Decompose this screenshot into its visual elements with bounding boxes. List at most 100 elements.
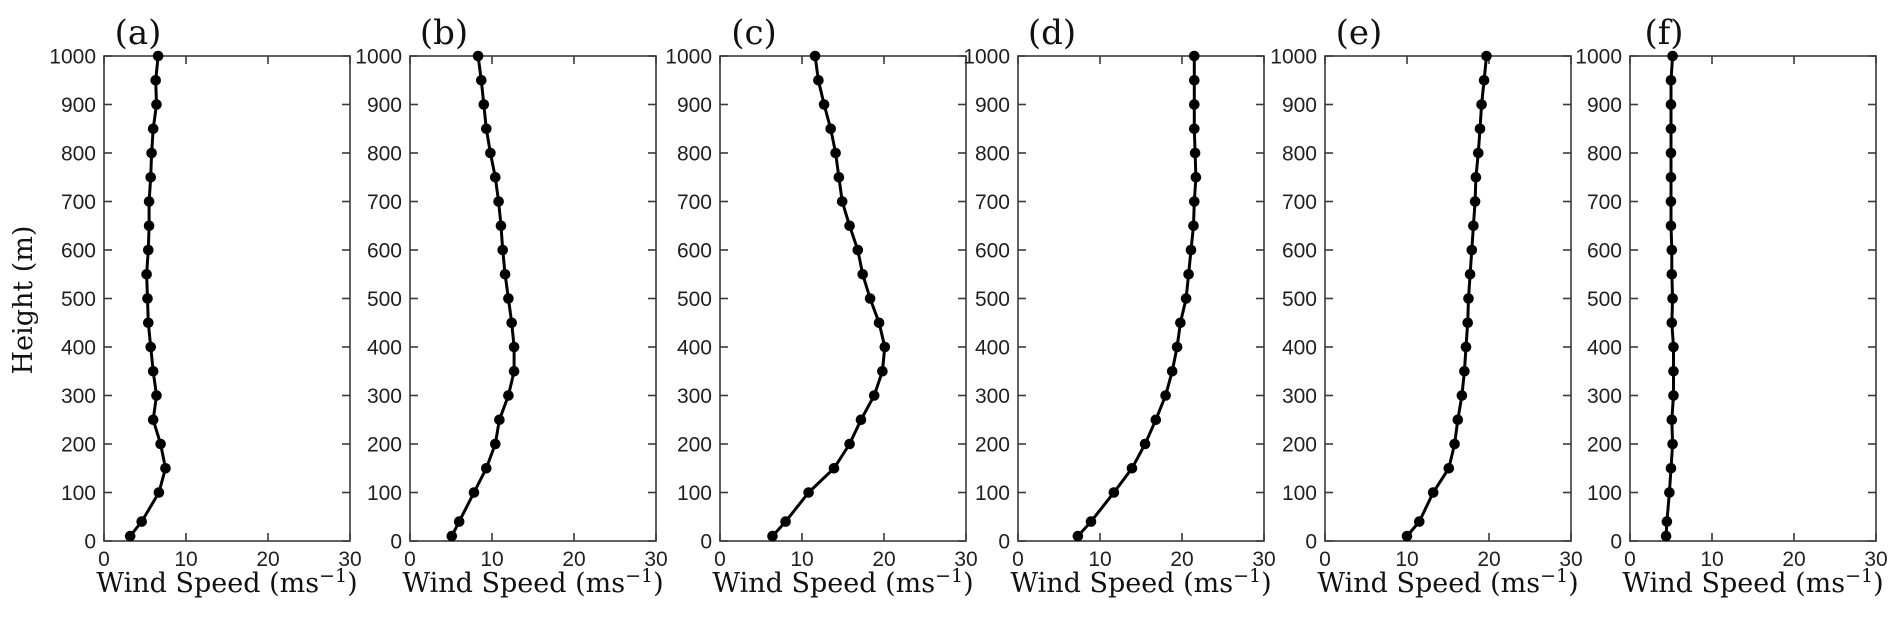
y-tick-label: 600 (1282, 240, 1317, 263)
x-tick-label: 0 (98, 548, 110, 571)
y-tick-label: 400 (677, 337, 712, 360)
y-tick-label: 300 (367, 385, 402, 408)
data-point-marker (1171, 341, 1183, 353)
data-point-marker (803, 487, 814, 498)
data-point-marker (503, 293, 514, 304)
x-tick-label: 30 (1864, 548, 1887, 571)
panel-f-x-tick-labels: 0 10 20 30 (1624, 548, 1888, 571)
data-point-marker (1190, 172, 1202, 183)
y-tick-label: 300 (61, 385, 96, 408)
data-point-marker (136, 516, 147, 527)
data-point-marker (1189, 50, 1200, 62)
x-tick-label: 10 (1088, 548, 1111, 571)
data-point-marker (877, 366, 888, 377)
panel-f-y-tick-labels: 0 100 200 300 400 500 600 700 800 900 1000 (1575, 46, 1622, 554)
data-point-marker (152, 50, 164, 62)
panel-d-y-tick-labels: 0 100 200 300 400 500 600 700 800 900 1000 (963, 46, 1010, 554)
data-point-marker (857, 269, 868, 280)
data-point-marker (1666, 317, 1678, 329)
y-tick-label: 1000 (355, 46, 402, 69)
x-axis-label: Wind Speed (ms−1) (1317, 565, 1578, 599)
x-tick-label: 0 (404, 548, 416, 571)
data-point-marker (1464, 269, 1476, 280)
data-point-marker (825, 123, 836, 135)
data-point-marker (485, 147, 496, 159)
data-point-marker (1660, 530, 1672, 542)
data-point-marker (147, 123, 159, 135)
panel-c-x-ticks (719, 56, 967, 541)
y-tick-label: 500 (1282, 288, 1317, 311)
panel-b-x-tick-labels: 0 10 20 30 (404, 548, 668, 571)
y-tick-label: 0 (1305, 531, 1317, 554)
panel-d-x-tick-labels: 0 10 20 30 (1012, 548, 1276, 571)
y-tick-label: 900 (367, 94, 402, 117)
data-point-marker (1414, 516, 1425, 527)
data-point-marker (481, 463, 492, 474)
data-point-marker (1401, 530, 1413, 542)
x-tick-label: 0 (1012, 548, 1024, 571)
data-point-marker (1126, 463, 1138, 474)
data-point-marker (490, 438, 501, 450)
y-tick-label: 500 (61, 288, 96, 311)
data-point-marker (497, 244, 508, 256)
y-tick-label: 700 (1282, 191, 1317, 214)
y-tick-label: 700 (677, 191, 712, 214)
data-point-marker (143, 317, 154, 329)
data-point-marker (1160, 390, 1171, 401)
panel-b-x-ticks (409, 56, 657, 541)
data-point-marker (145, 341, 156, 353)
data-point-marker (1189, 196, 1200, 207)
data-point-marker (1666, 414, 1678, 426)
data-point-marker (503, 390, 514, 401)
panel-e-title: (e) (1336, 13, 1383, 53)
data-point-marker (1668, 341, 1679, 353)
panel-e-y-ticks (1325, 55, 1571, 542)
x-tick-label: 30 (1559, 548, 1582, 571)
panel-a-x-ticks (103, 56, 351, 541)
data-point-marker (1667, 438, 1678, 450)
data-point-marker (1667, 293, 1678, 304)
data-point-marker (453, 516, 465, 527)
panel-a-axes-box (103, 55, 351, 542)
y-tick-label: 900 (975, 94, 1010, 117)
data-point-marker (1150, 414, 1162, 426)
y-tick-label: 400 (1587, 337, 1622, 360)
y-tick-label: 500 (367, 288, 402, 311)
panel-f-y-ticks (1630, 55, 1876, 542)
data-point-marker (780, 516, 791, 527)
data-point-marker (836, 196, 848, 207)
data-point-marker (468, 487, 480, 498)
y-tick-label: 800 (1282, 143, 1317, 166)
data-point-marker (508, 366, 520, 377)
y-tick-label: 1000 (1575, 46, 1622, 69)
panel-c-title: (c) (731, 13, 777, 53)
x-tick-label: 20 (1477, 548, 1500, 571)
data-point-marker (852, 244, 864, 256)
y-tick-label: 700 (975, 191, 1010, 214)
data-point-marker (1175, 317, 1186, 329)
panel-f-title: (f) (1644, 13, 1683, 53)
panel-b-markers (446, 50, 520, 542)
y-tick-label: 400 (61, 337, 96, 360)
x-tick-label: 30 (644, 548, 667, 571)
y-tick-label: 300 (1587, 385, 1622, 408)
panel-b-y-ticks (410, 55, 656, 542)
x-tick-label: 20 (562, 548, 585, 571)
y-tick-label: 200 (1587, 434, 1622, 457)
panel-e: (e) 0 100 200 300 400 500 600 700 800 900 1000 0 10… (1270, 13, 1582, 599)
y-tick-label: 500 (677, 288, 712, 311)
data-point-marker (143, 244, 154, 256)
x-axis-label: Wind Speed (ms−1) (1622, 565, 1883, 599)
data-point-marker (1665, 172, 1677, 183)
data-point-marker (1665, 99, 1677, 110)
data-point-marker (1166, 366, 1178, 377)
y-tick-label: 100 (1282, 482, 1317, 505)
y-axis-label: Height (m) (12, 226, 39, 375)
data-point-marker (124, 530, 136, 542)
data-point-marker (1665, 123, 1677, 135)
data-point-marker (1665, 220, 1677, 232)
panel-d-x-ticks (1017, 56, 1265, 541)
panel-a-title: (a) (115, 13, 162, 53)
y-tick-label: 800 (677, 143, 712, 166)
